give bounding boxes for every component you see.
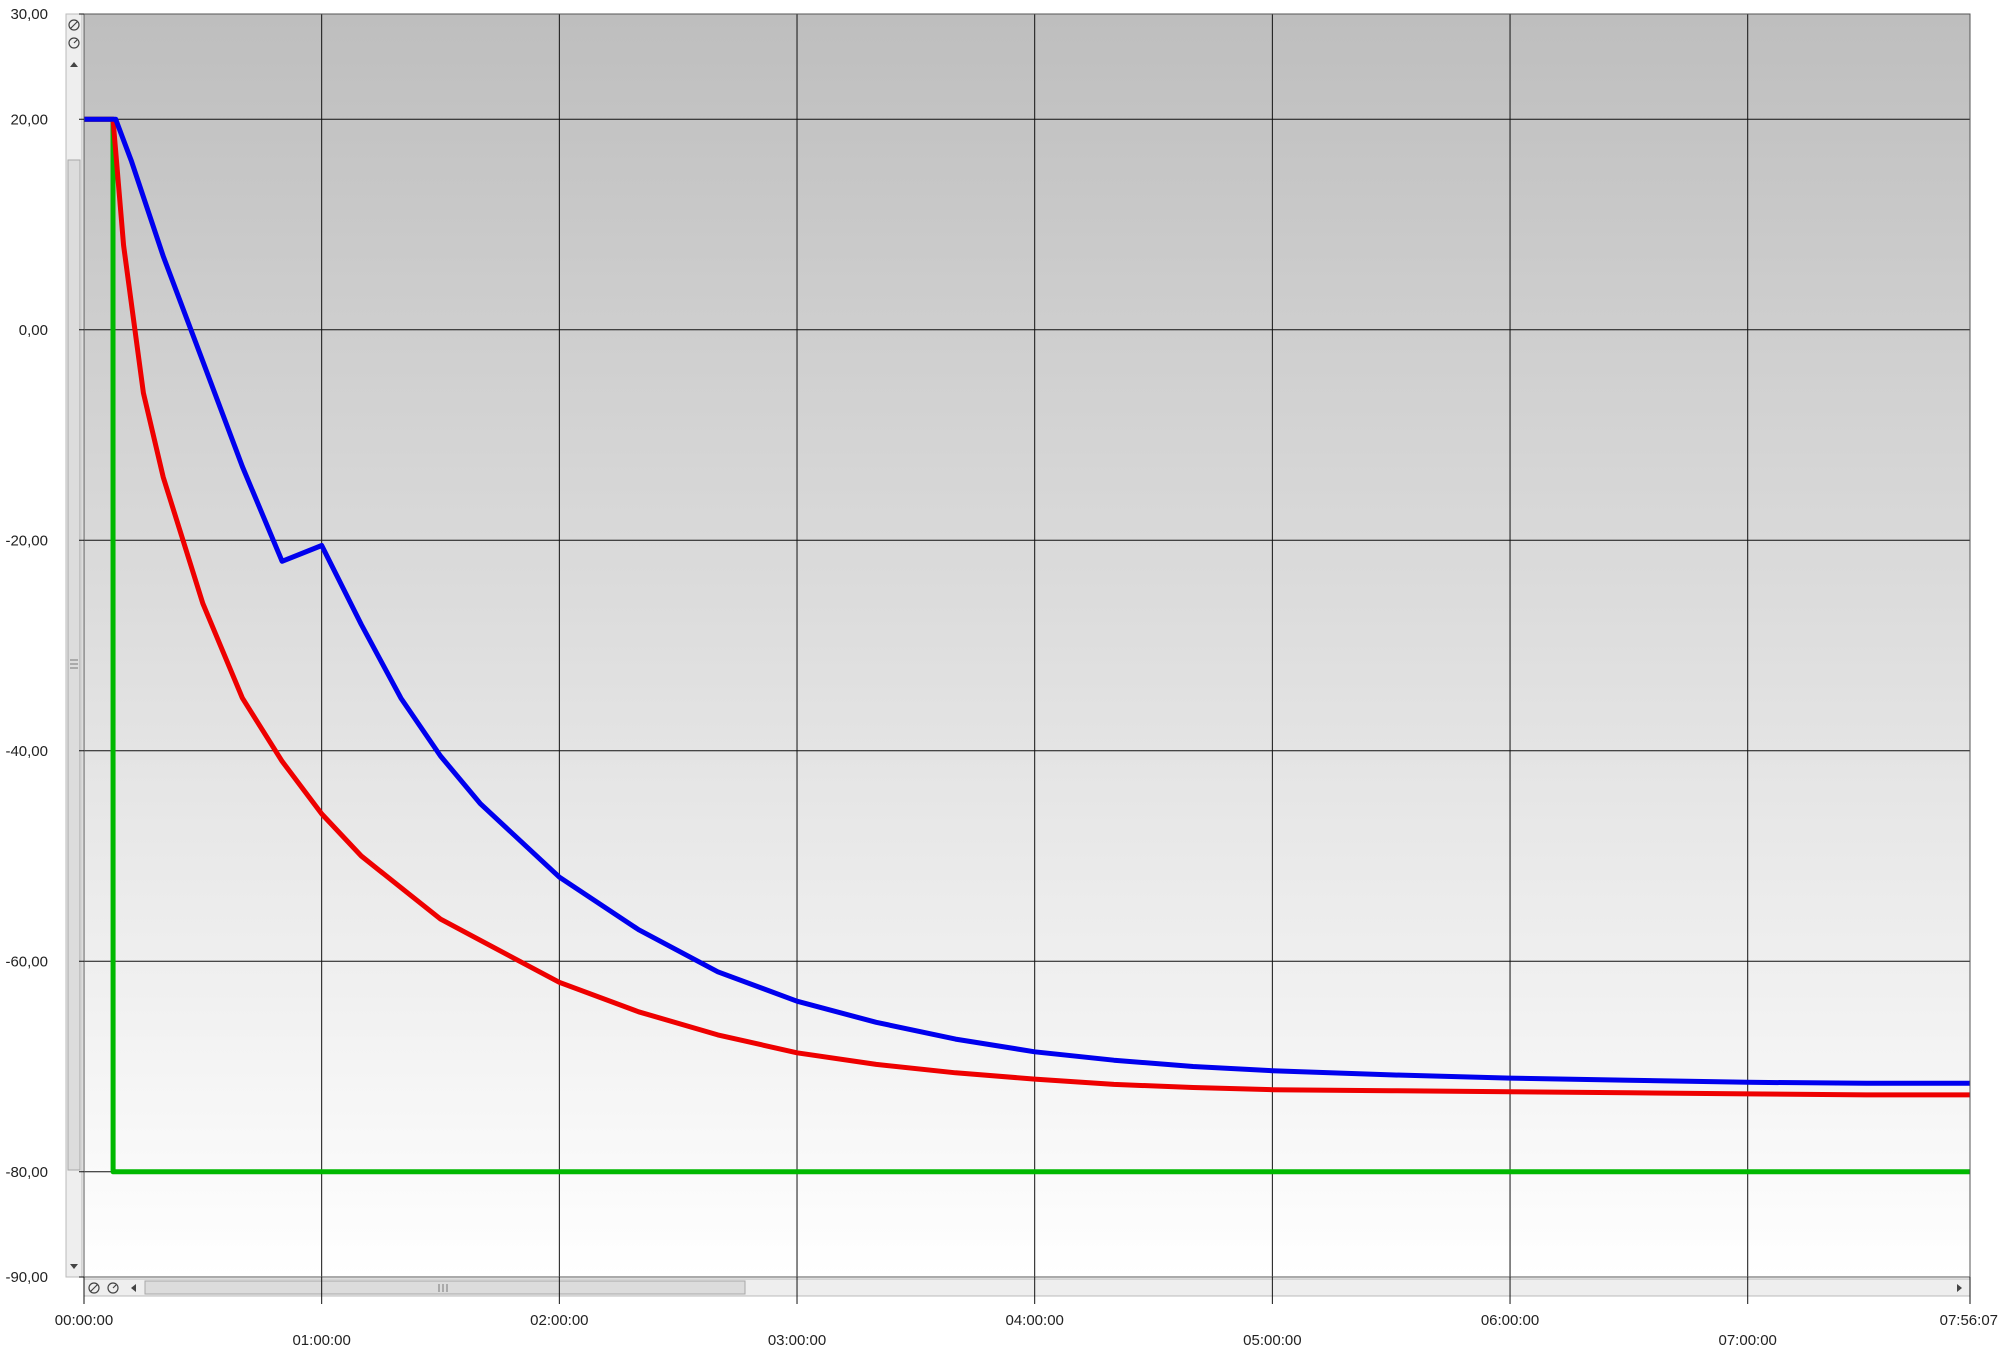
horizontal-zoom-reset-icon[interactable] <box>88 1282 100 1294</box>
grid-lines <box>84 13 1970 1278</box>
y-tick-label: 0,00 <box>19 322 48 339</box>
vertical-scroll-thumb[interactable] <box>67 159 81 1171</box>
vertical-scrollbar[interactable] <box>65 13 83 1278</box>
y-tick-label: -20,00 <box>5 532 48 549</box>
series-layer <box>84 116 1970 1175</box>
x-tick-label: 03:00:00 <box>768 1332 826 1349</box>
zoom-reset-icon[interactable] <box>68 19 80 31</box>
y-tick-label: -80,00 <box>5 1164 48 1181</box>
series-line-3 <box>84 116 1970 1086</box>
y-tick-label: -40,00 <box>5 743 48 760</box>
horizontal-scroll-thumb[interactable] <box>144 1280 746 1295</box>
scroll-up-arrow-icon[interactable] <box>70 62 78 67</box>
x-tick-label: 04:00:00 <box>1005 1312 1063 1329</box>
series-line-2 <box>84 116 1970 1098</box>
y-tick-label: 20,00 <box>10 111 48 128</box>
y-tick-label: -90,00 <box>5 1269 48 1286</box>
y-tick-label: 30,00 <box>10 6 48 23</box>
horizontal-scrollbar[interactable] <box>83 1278 1971 1297</box>
y-tick-label: -60,00 <box>5 953 48 970</box>
scroll-right-arrow-icon[interactable] <box>1957 1284 1962 1292</box>
horizontal-refresh-icon[interactable] <box>107 1282 119 1294</box>
y-axis-ticks: 30,00 20,00 0,00 -20,00 -40,00 -60,00 -80,00 -9… <box>5 6 84 1286</box>
refresh-icon[interactable] <box>68 37 80 49</box>
x-axis-ticks: 00:00:00 01:00:00 02:00:00 03:00:00 04:00:00… <box>55 1277 1998 1349</box>
x-tick-label: 07:00:00 <box>1719 1332 1777 1349</box>
x-tick-label: 02:00:00 <box>530 1312 588 1329</box>
scroll-left-arrow-icon[interactable] <box>131 1284 136 1292</box>
x-tick-label: 06:00:00 <box>1481 1312 1539 1329</box>
x-tick-label: 05:00:00 <box>1243 1332 1301 1349</box>
x-tick-label: 07:56:07 <box>1940 1312 1998 1329</box>
horizontal-grip-icon <box>438 1284 448 1292</box>
plot-border <box>83 13 1971 1278</box>
scroll-down-arrow-icon[interactable] <box>70 1264 78 1269</box>
x-tick-label: 01:00:00 <box>292 1332 350 1349</box>
x-tick-label: 00:00:00 <box>55 1312 113 1329</box>
plot-background <box>84 14 1970 1277</box>
vertical-grip-icon <box>70 659 78 669</box>
